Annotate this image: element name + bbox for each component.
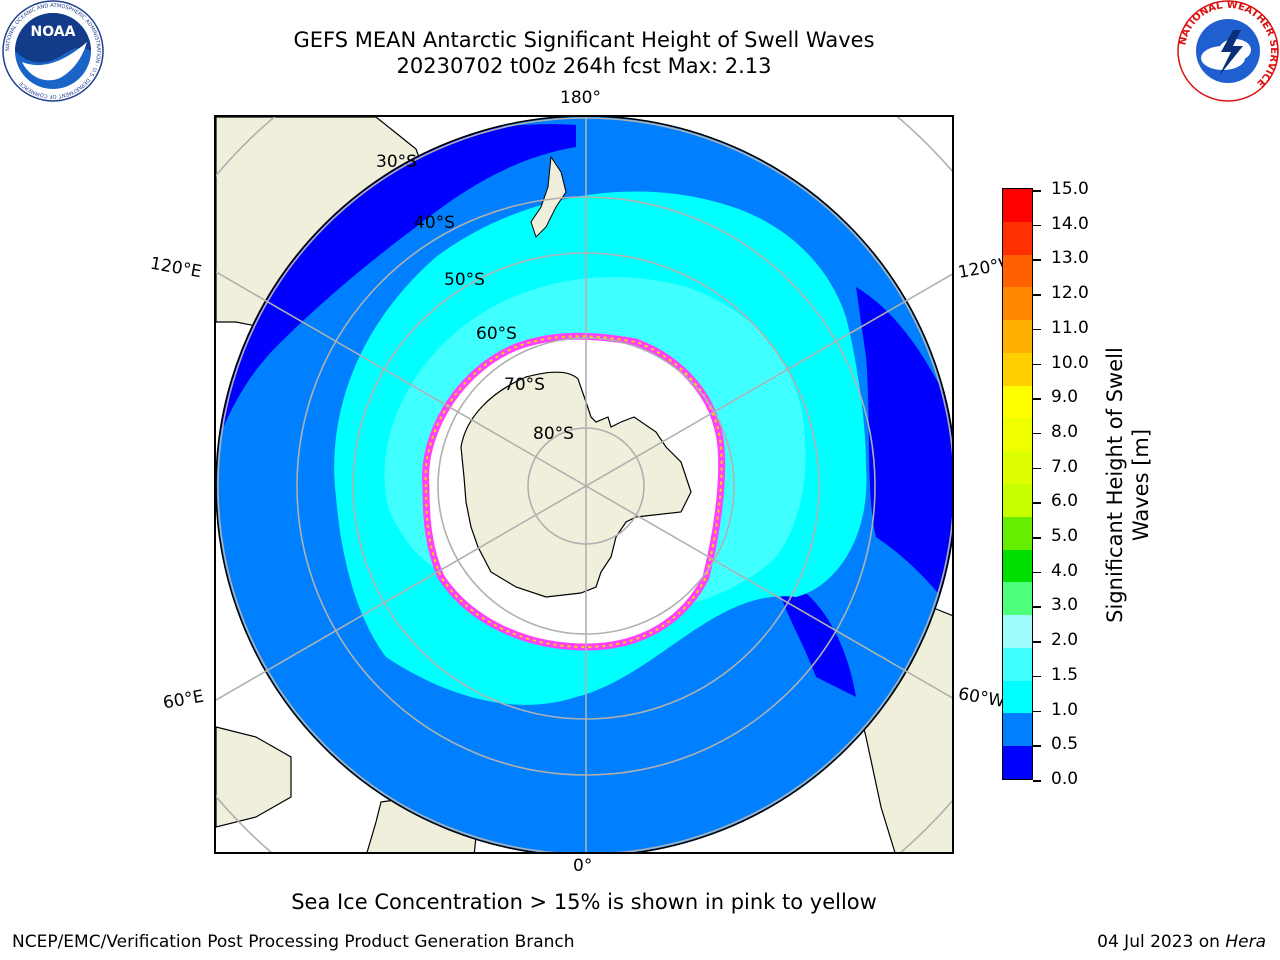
lon-label-120e: 120°E (148, 253, 204, 283)
colorbar-segment (1003, 320, 1032, 353)
lat-label-40s: 40°S (414, 213, 455, 233)
colorbar-tick-label: 8.0 (1051, 421, 1079, 442)
colorbar-tick-label: 3.0 (1051, 595, 1079, 616)
colorbar-segment (1003, 582, 1032, 616)
lon-label-180: 180° (560, 88, 601, 108)
polar-map (214, 115, 954, 854)
lat-label-50s: 50°S (444, 270, 485, 290)
colorbar-segment (1003, 713, 1032, 747)
colorbar-tick-mark (1033, 190, 1041, 192)
colorbar-tick-mark (1033, 710, 1041, 713)
colorbar-tick-label: 12.0 (1051, 283, 1089, 304)
colorbar-segment (1003, 254, 1032, 288)
lon-label-60w: 60°W (956, 684, 1007, 712)
nws-logo-icon: NATIONAL WEATHER SERVICE (1177, 0, 1279, 102)
colorbar-segment (1003, 287, 1032, 321)
colorbar-tick-mark (1033, 745, 1041, 747)
colorbar-tick-mark (1033, 502, 1041, 504)
colorbar-tick-mark (1033, 780, 1041, 782)
colorbar-segment (1003, 680, 1032, 714)
footer-date: 04 Jul 2023 on Hera (1097, 932, 1266, 952)
colorbar-tick-mark (1033, 467, 1041, 470)
colorbar-tick-mark (1033, 224, 1041, 227)
colorbar-segment (1003, 352, 1032, 386)
lat-label-60s: 60°S (476, 324, 517, 344)
colorbar-tick-mark (1033, 675, 1041, 678)
colorbar-segment (1003, 418, 1032, 452)
colorbar-tick-mark (1033, 398, 1041, 400)
colorbar-segment (1003, 549, 1032, 583)
colorbar-tick-mark (1033, 641, 1041, 643)
footer-machine: Hera (1225, 932, 1266, 952)
colorbar-tick-label: 5.0 (1051, 526, 1079, 547)
plot-subtitle: 20230702 t00z 264h fcst Max: 2.13 (396, 54, 772, 78)
colorbar-tick-mark (1033, 571, 1041, 574)
colorbar-segment (1003, 385, 1032, 419)
colorbar-tick-label: 2.0 (1051, 630, 1079, 651)
colorbar-tick-label: 4.0 (1051, 560, 1079, 581)
colorbar-title: Significant Height of Swell Waves [m] (1103, 347, 1153, 623)
graticule (216, 117, 952, 852)
colorbar-tick-mark (1033, 606, 1041, 608)
lat-label-30s: 30°S (376, 152, 417, 172)
colorbar-tick-mark (1033, 294, 1041, 296)
land-antarctica (460, 371, 692, 598)
ice-edge-yellow (424, 335, 723, 649)
low-swell-southeast-pacific (856, 287, 952, 617)
lat-label-80s: 80°S (533, 424, 574, 444)
colorbar (1002, 188, 1033, 780)
colorbar-tick-label: 1.5 (1051, 664, 1079, 685)
colorbar-tick-label: 0.0 (1051, 769, 1079, 789)
colorbar-tick-label: 9.0 (1051, 387, 1079, 408)
sea-ice-caption: Sea Ice Concentration > 15% is shown in … (291, 890, 877, 914)
colorbar-tick-mark (1033, 432, 1041, 435)
colorbar-segment (1003, 221, 1032, 255)
colorbar-segment (1003, 615, 1032, 648)
colorbar-tick-label: 14.0 (1051, 213, 1089, 234)
land-southern-africa (216, 726, 292, 828)
colorbar-segment (1003, 746, 1032, 779)
colorbar-segment (1003, 484, 1032, 517)
colorbar-tick-label: 7.0 (1051, 456, 1079, 477)
lat-label-70s: 70°S (504, 375, 545, 395)
colorbar-segment (1003, 451, 1032, 484)
colorbar-tick-mark (1033, 363, 1041, 366)
colorbar-tick-mark (1033, 537, 1041, 539)
colorbar-tick-mark (1033, 259, 1041, 261)
colorbar-segment (1003, 189, 1032, 222)
colorbar-tick-label: 6.0 (1051, 491, 1079, 512)
footer-credit: NCEP/EMC/Verification Post Processing Pr… (12, 932, 575, 952)
colorbar-tick-label: 10.0 (1051, 352, 1089, 373)
lon-label-60e: 60°E (161, 686, 206, 714)
noaa-logo-icon: NATIONAL OCEANIC AND ATMOSPHERIC ADMINIS… (2, 0, 104, 102)
lon-label-0: 0° (573, 856, 593, 876)
colorbar-segment (1003, 647, 1032, 681)
noaa-logo-text: NOAA (31, 24, 76, 40)
colorbar-tick-label: 1.0 (1051, 699, 1079, 720)
colorbar-segment (1003, 516, 1032, 550)
colorbar-tick-label: 11.0 (1051, 317, 1089, 338)
colorbar-tick-label: 15.0 (1051, 179, 1089, 199)
plot-title: GEFS MEAN Antarctic Significant Height o… (293, 28, 875, 52)
colorbar-tick-label: 0.5 (1051, 734, 1079, 755)
colorbar-tick-mark (1033, 328, 1041, 331)
land-new-zealand (530, 155, 567, 238)
colorbar-tick-label: 13.0 (1051, 248, 1089, 269)
